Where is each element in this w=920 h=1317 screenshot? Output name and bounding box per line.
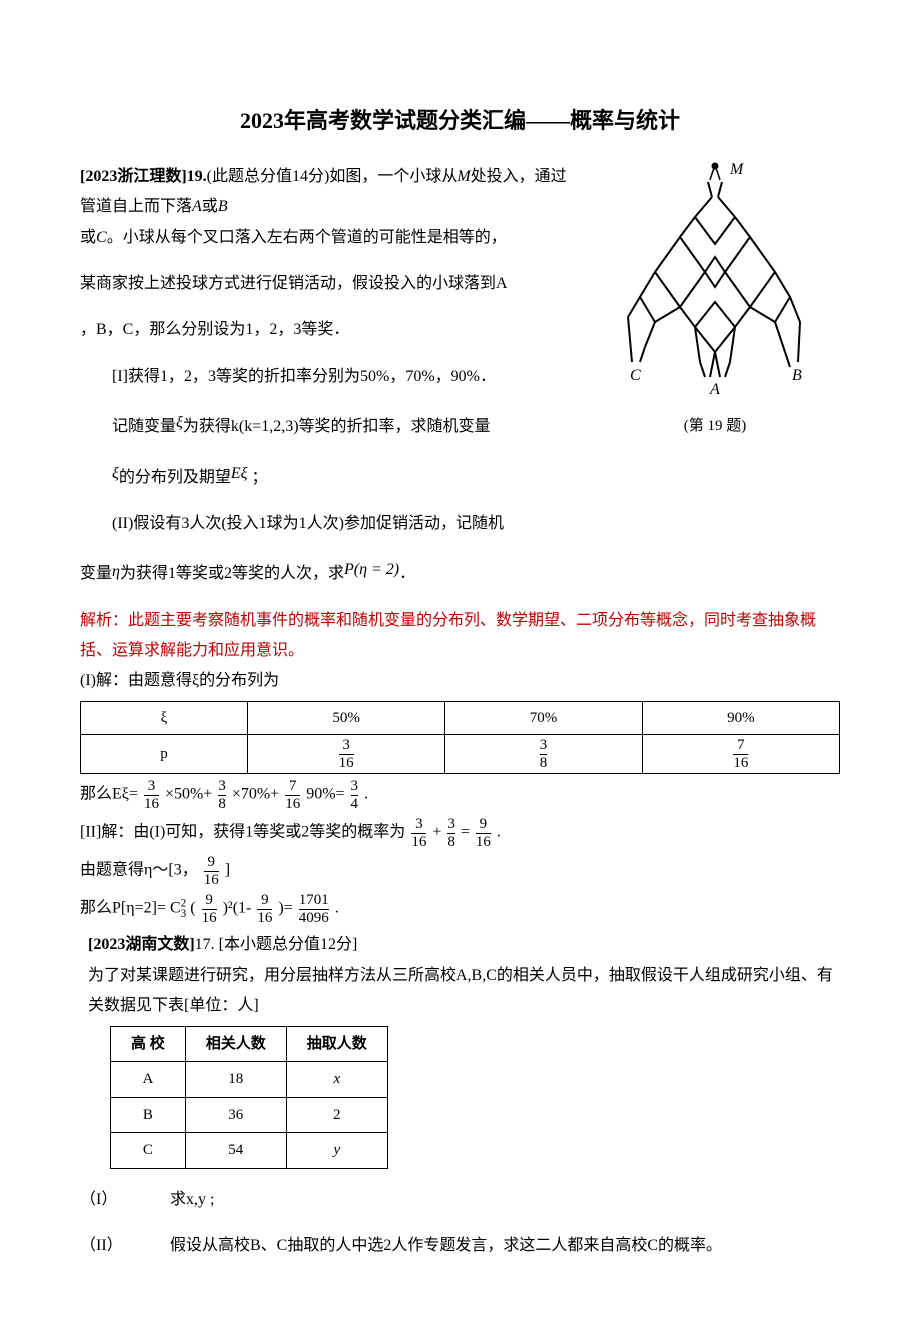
q1-expectation: 那么Eξ= 316 ×50%+ 38 ×70%+ 716 90%= 34 . <box>80 778 840 812</box>
q1-sol1-head: (I)解：由题意得ξ的分布列为 <box>80 666 840 696</box>
q1-part1c: ξ的分布列及期望Eξ ； <box>80 459 840 493</box>
table-row: C 54 y <box>111 1133 388 1169</box>
q2-part1: （I） 求x,y ; <box>80 1185 840 1215</box>
table-row: A 18 x <box>111 1062 388 1098</box>
q1-prob-line: 那么P[η=2]= C23 ( 916 )²(1- 916 )= 1701409… <box>80 892 840 926</box>
q2-body: 为了对某课题进行研究，用分层抽样方法从三所高校A,B,C的相关人员中，抽取假设干… <box>88 961 840 1022</box>
q1-analysis: 解析：此题主要考察随机事件的概率和随机变量的分布列、数学期望、二项分布等概念，同… <box>80 606 840 667</box>
q2-head: [2023湖南文数]17. [本小题总分值12分] <box>88 930 840 960</box>
q1-source: [2023浙江理数]19. <box>80 168 207 185</box>
figure-caption: (第 19 题) <box>590 412 840 441</box>
table-row: B 36 2 <box>111 1097 388 1133</box>
fig-label-B: B <box>792 367 802 384</box>
q1-sol2-head: [II]解：由(I)可知，获得1等奖或2等奖的概率为 316 + 38 = 91… <box>80 816 840 850</box>
fig-label-A: A <box>709 381 720 398</box>
q1-part2b: 变量η为获得1等奖或2等奖的人次，求P(η = 2)． <box>80 555 840 589</box>
distribution-table: ξ 50% 70% 90% p 316 38 716 <box>80 701 840 775</box>
sample-table: 高 校 相关人数 抽取人数 A 18 x B 36 2 C 54 y <box>110 1026 388 1169</box>
q2-part2: （II） 假设从高校B、C抽取的人中选2人作专题发言，求这二人都来自高校C的概率… <box>80 1231 840 1261</box>
figure-19: M C A B (第 19 题) <box>590 162 840 441</box>
fig-label-C: C <box>630 367 641 384</box>
page-title: 2023年高考数学试题分类汇编——概率与统计 <box>80 100 840 142</box>
q1-part2: (II)假设有3人次(投入1球为1人次)参加促销活动，记随机 <box>80 509 840 539</box>
q1-binom: 由题意得η～[3， 916 ] <box>80 854 840 888</box>
fig-label-M: M <box>729 162 745 178</box>
